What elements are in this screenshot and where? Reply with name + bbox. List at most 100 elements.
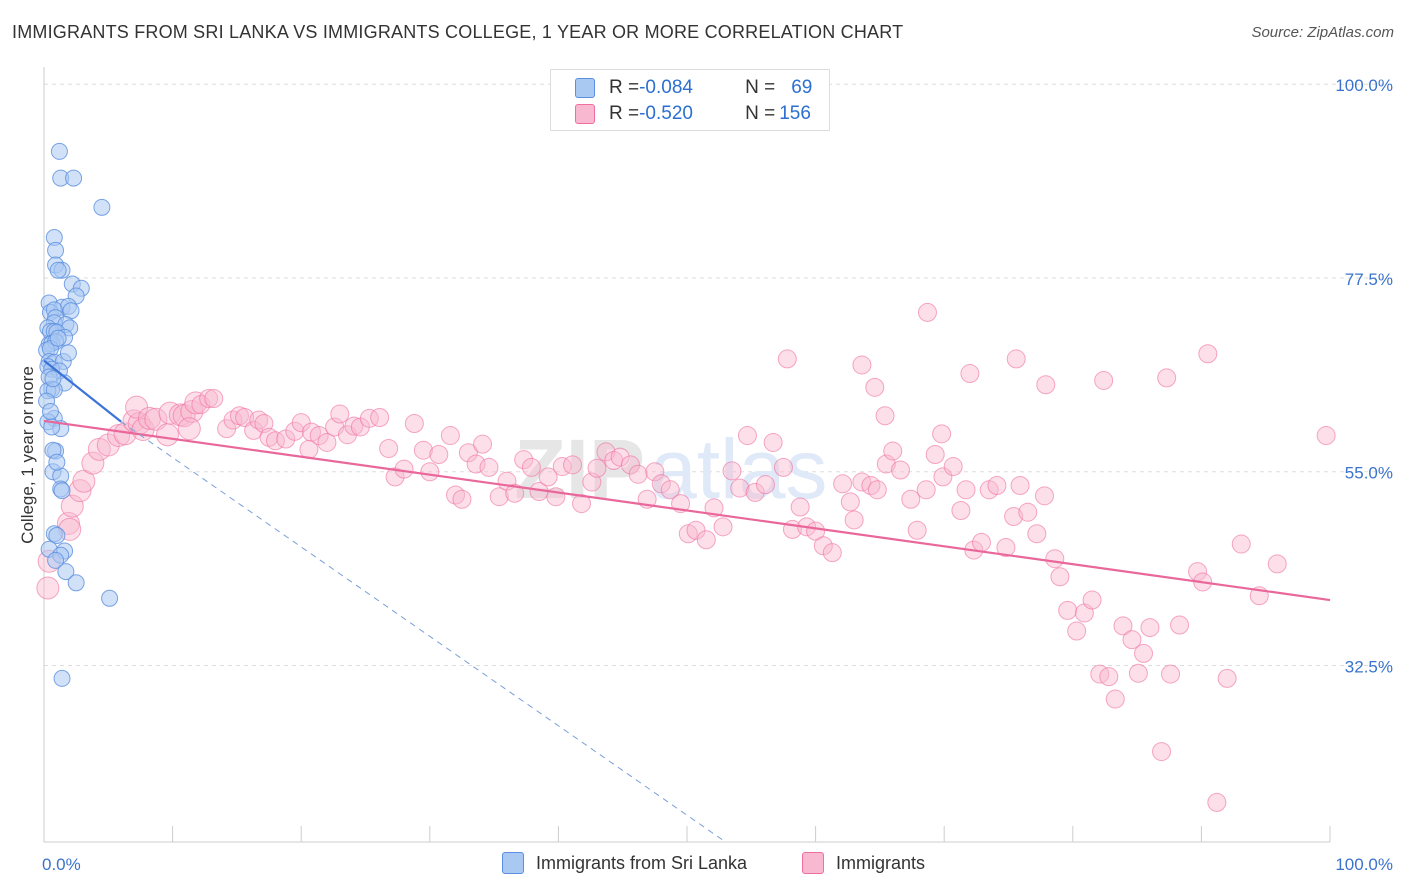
point-immigrants-148 [1161,664,1181,684]
point-immigrants-35 [259,427,279,447]
point-sri-lanka-2 [65,169,83,187]
point-immigrants-167 [1198,344,1218,364]
point-immigrants-71 [538,467,558,487]
y-tick-label-0: 100.0% [1335,76,1393,95]
point-sri-lanka-54 [48,526,66,544]
point-immigrants-21 [172,404,196,428]
point-immigrants-141 [1105,689,1125,709]
legend-n-label: N = [745,103,776,124]
legend-row-sri-lanka: R = -0.084 N = 69 [575,76,812,100]
point-immigrants-63 [473,434,493,454]
trend-lines [43,359,1331,843]
point-immigrants-42 [309,426,329,446]
x-tick-label-0: 0.0% [42,855,81,874]
legend-label-sri-lanka: Immigrants from Sri Lanka [536,852,748,873]
point-immigrants-81 [620,455,640,475]
point-immigrants-62 [466,454,486,474]
point-immigrants-36 [265,431,285,451]
point-immigrants-142 [1113,616,1133,636]
point-immigrants-126 [987,476,1007,495]
point-immigrants-80 [610,447,630,467]
point-immigrants-47 [344,416,364,436]
point-immigrants-56 [420,462,440,482]
point-immigrants-138 [1082,590,1102,610]
point-immigrants-61 [458,443,478,463]
point-immigrants-162 [960,364,980,384]
point-immigrants-129 [1010,476,1030,495]
legend-item-immigrants[interactable]: Immigrants [802,852,925,874]
correlation-legend: R = -0.084 N = 69 R = -0.520 N = 156 [550,69,830,131]
point-immigrants-101 [790,497,810,517]
point-immigrants-105 [822,543,842,563]
legend-r-label: R = [609,103,640,124]
point-immigrants-121 [951,500,971,520]
point-immigrants-26 [199,389,219,409]
legend-swatch-immigrants [575,104,595,124]
point-immigrants-49 [359,408,379,428]
point-immigrants-134 [1050,567,1070,587]
point-immigrants-50 [370,407,390,427]
point-sri-lanka-60 [67,574,85,592]
point-immigrants-96 [745,482,765,502]
y-tick-label-1: 77.5% [1345,270,1393,289]
point-immigrants-107 [840,492,860,512]
point-sri-lanka-66 [59,344,77,362]
point-immigrants-156 [1267,554,1287,574]
point-immigrants-86 [660,480,680,500]
point-sri-lanka-63 [44,370,62,388]
point-immigrants-95 [737,426,757,446]
point-immigrants-57 [429,445,449,464]
point-immigrants-84 [645,462,665,482]
legend-item-sri-lanka[interactable]: Immigrants from Sri Lanka [502,852,747,874]
legend-row-immigrants: R = -0.520 N = 156 [575,102,811,126]
y-tick-label-3: 32.5% [1345,657,1393,676]
point-sri-lanka-68 [48,453,66,471]
legend-r-value: -0.520 [639,103,693,124]
source-label: Source: ZipAtlas.com [1251,24,1394,41]
point-immigrants-33 [249,410,269,430]
point-immigrants-7 [81,451,105,475]
point-immigrants-23 [177,417,201,441]
point-sri-lanka-58 [47,551,65,569]
trend-line-sri-lanka [43,359,122,423]
point-immigrants-146 [1140,618,1160,638]
point-immigrants-99 [773,457,793,477]
point-immigrants-145 [1134,643,1154,663]
legend-n-value: 69 [791,77,813,98]
legend-swatch-sri-lanka [502,852,524,874]
point-immigrants-132 [1035,486,1055,506]
legend-r-value: -0.084 [639,77,693,98]
point-immigrants-118 [925,445,945,464]
point-immigrants-92 [713,517,733,537]
point-immigrants-127 [996,538,1016,557]
point-immigrants-130 [1018,502,1038,522]
point-immigrants-122 [956,480,976,500]
legend-n-value: 156 [779,103,811,124]
axes [43,67,1331,843]
point-immigrants-131 [1027,524,1047,544]
point-immigrants-27 [204,389,224,409]
point-immigrants-116 [907,520,927,540]
y-axis-label: College, 1 year or more [18,366,37,544]
point-immigrants-169 [875,406,895,426]
point-immigrants-164 [1036,375,1056,395]
point-immigrants-103 [806,521,826,541]
point-immigrants-147 [1152,742,1172,762]
point-immigrants-120 [943,457,963,477]
point-immigrants-140 [1099,667,1119,687]
point-immigrants-154 [1231,534,1251,554]
point-immigrants-106 [833,474,853,494]
point-sri-lanka-5 [47,241,65,259]
point-immigrants-94 [730,478,750,498]
point-immigrants-133 [1045,549,1065,569]
point-immigrants-98 [763,432,783,452]
point-sri-lanka-0 [50,142,68,160]
grid-lines [44,83,1393,666]
point-immigrants-144 [1128,663,1148,683]
point-immigrants-18 [155,423,179,447]
point-immigrants-115 [901,489,921,509]
point-immigrants-136 [1067,621,1087,641]
point-immigrants-31 [235,407,255,427]
point-immigrants-111 [867,480,887,500]
